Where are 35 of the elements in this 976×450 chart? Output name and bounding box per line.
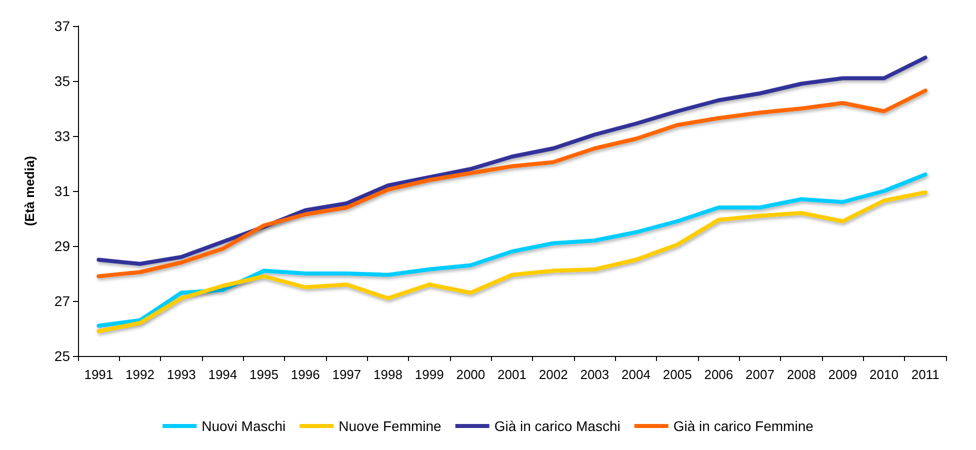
x-tick-label: 2004 — [622, 367, 650, 382]
x-tick-label: 2011 — [911, 367, 940, 382]
x-tick-label: 1991 — [84, 367, 114, 382]
legend-label: Nuove Femmine — [338, 418, 442, 434]
x-tick-label: 1999 — [414, 367, 444, 382]
x-tick-label: 2006 — [704, 367, 734, 382]
legend-label: Già in carico Maschi — [494, 418, 620, 434]
line-series — [96, 88, 928, 278]
y-tick-label: 27 — [54, 293, 70, 309]
x-tick-label: 1993 — [166, 367, 196, 382]
legend-label: Già in carico Femmine — [673, 418, 814, 434]
x-tick-label: 1996 — [290, 367, 320, 382]
legend-label: Nuovi Maschi — [202, 418, 286, 434]
x-tick-label: 2003 — [580, 367, 610, 382]
x-tick-label: 2001 — [498, 367, 526, 382]
y-tick-label: 35 — [54, 73, 70, 89]
y-tick-label: 29 — [54, 238, 70, 254]
y-axis-title: (Età media) — [22, 156, 37, 226]
y-tick-label: 37 — [54, 18, 70, 34]
y-tick-label: 25 — [54, 348, 70, 364]
x-tick-label: 2007 — [746, 367, 774, 382]
y-tick-label: 31 — [54, 183, 70, 199]
x-tick-label: 2000 — [456, 367, 486, 382]
x-tick-label: 1994 — [208, 367, 238, 382]
y-tick-label: 33 — [54, 128, 70, 144]
line-series — [96, 56, 928, 266]
x-tick-label: 1998 — [374, 367, 402, 382]
x-tick-label: 2008 — [786, 367, 816, 382]
x-tick-label: 2010 — [870, 367, 898, 382]
x-tick-label: 2002 — [538, 367, 568, 382]
x-tick-label: 1992 — [126, 367, 154, 382]
x-tick-label: 1995 — [250, 367, 278, 382]
x-tick-label: 2009 — [828, 367, 858, 382]
x-tick-label: 2005 — [662, 367, 692, 382]
x-tick-label: 1997 — [332, 367, 362, 382]
